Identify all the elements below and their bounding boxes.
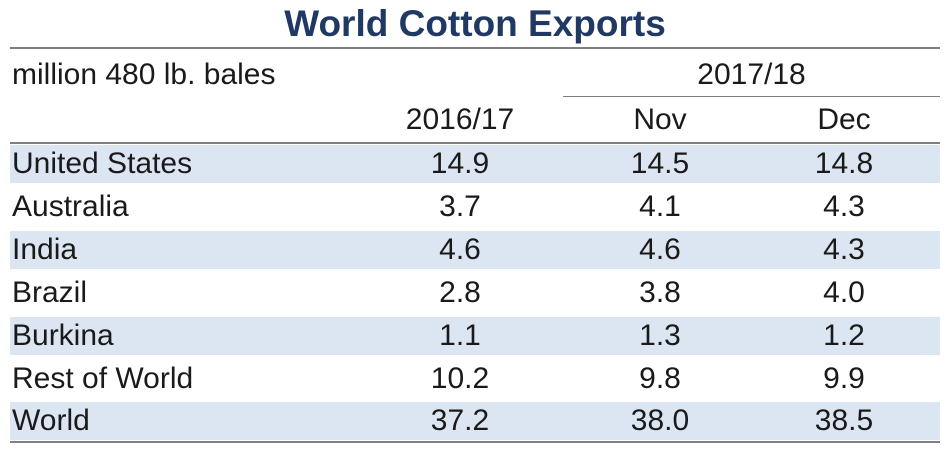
header-rule bbox=[10, 142, 940, 144]
table-cell: 14.5 bbox=[630, 147, 690, 180]
table-cell: 9.8 bbox=[639, 362, 681, 395]
table-cell: 3.7 bbox=[439, 190, 481, 223]
top-rule bbox=[10, 47, 940, 49]
table-cell: 4.3 bbox=[823, 233, 865, 266]
row-label: United States bbox=[12, 147, 193, 180]
table-cell: 4.6 bbox=[439, 233, 481, 266]
column-header: Dec bbox=[817, 103, 871, 136]
row-label: Burkina bbox=[12, 319, 114, 352]
table-cell: 1.1 bbox=[439, 319, 481, 352]
table-cell: 1.2 bbox=[823, 319, 865, 352]
column-header: Nov bbox=[633, 103, 687, 136]
row-label: India bbox=[12, 233, 78, 266]
table-cell: 4.0 bbox=[823, 276, 865, 309]
table-cell: 4.1 bbox=[639, 190, 681, 223]
row-band bbox=[10, 145, 940, 183]
row-band bbox=[10, 317, 940, 355]
row-label: Australia bbox=[12, 190, 129, 223]
table-cell: 3.8 bbox=[639, 276, 681, 309]
row-band bbox=[10, 231, 940, 269]
table-cell: 38.5 bbox=[814, 404, 874, 437]
group-header-rule bbox=[563, 96, 940, 97]
row-band bbox=[10, 402, 940, 440]
row-label: World bbox=[12, 404, 90, 437]
table-cell: 14.8 bbox=[814, 147, 874, 180]
row-label: Brazil bbox=[12, 276, 88, 309]
group-header: 2017/18 bbox=[697, 58, 806, 91]
table-cell: 1.3 bbox=[639, 319, 681, 352]
table-cell: 9.9 bbox=[823, 362, 865, 395]
table-cell: 2.8 bbox=[439, 276, 481, 309]
table-cell: 37.2 bbox=[430, 404, 490, 437]
table-cell: 14.9 bbox=[430, 147, 490, 180]
table-cell: 4.3 bbox=[823, 190, 865, 223]
table-title: World Cotton Exports bbox=[284, 3, 666, 44]
bottom-rule bbox=[10, 441, 940, 443]
table-cell: 4.6 bbox=[639, 233, 681, 266]
table-cell: 10.2 bbox=[430, 362, 490, 395]
row-label: Rest of World bbox=[12, 362, 194, 395]
unit-label: million 480 lb. bales bbox=[12, 58, 276, 91]
column-header: 2016/17 bbox=[405, 103, 515, 136]
table-cell: 38.0 bbox=[630, 404, 690, 437]
